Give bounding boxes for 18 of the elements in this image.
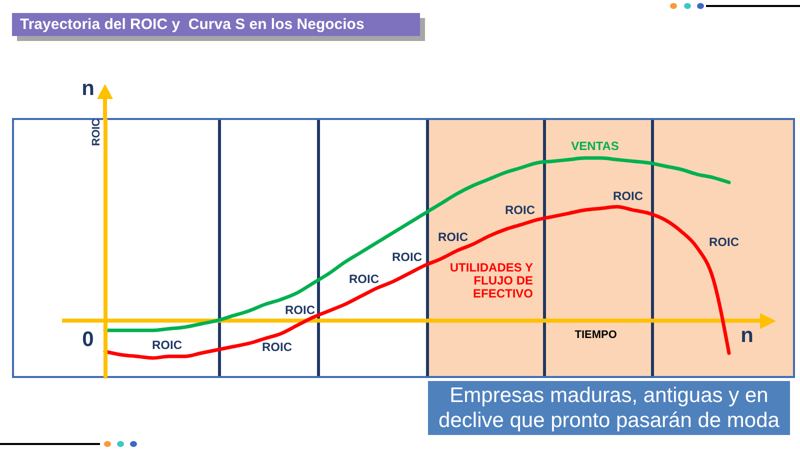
text: 0 — [82, 328, 94, 351]
annotation: ROIC — [613, 189, 644, 203]
x-axis-title: TIEMPO — [574, 329, 618, 342]
annotation: ROIC — [392, 250, 422, 264]
annotation: ROIC — [262, 340, 292, 354]
series-label: VENTAS — [571, 139, 619, 153]
text: Empresas maduras, antiguas y en declive que pronto pasarán de moda — [428, 381, 790, 435]
chart-title: Trayectoria del ROIC y Curva S en los Negocios — [12, 13, 420, 36]
series-label: UTILIDADES Y FLUJO DE EFECTIVO — [450, 260, 533, 300]
y-axis-title: ROIC — [90, 118, 102, 146]
annotation: ROIC — [709, 235, 740, 249]
annotation: ROIC — [152, 338, 182, 352]
annotation: ROIC — [505, 203, 536, 217]
annotation: ROIC — [349, 272, 380, 286]
annotation: ROIC — [438, 230, 468, 244]
text: n — [82, 77, 94, 100]
text: n — [740, 324, 754, 347]
annotation: ROIC — [285, 303, 316, 317]
